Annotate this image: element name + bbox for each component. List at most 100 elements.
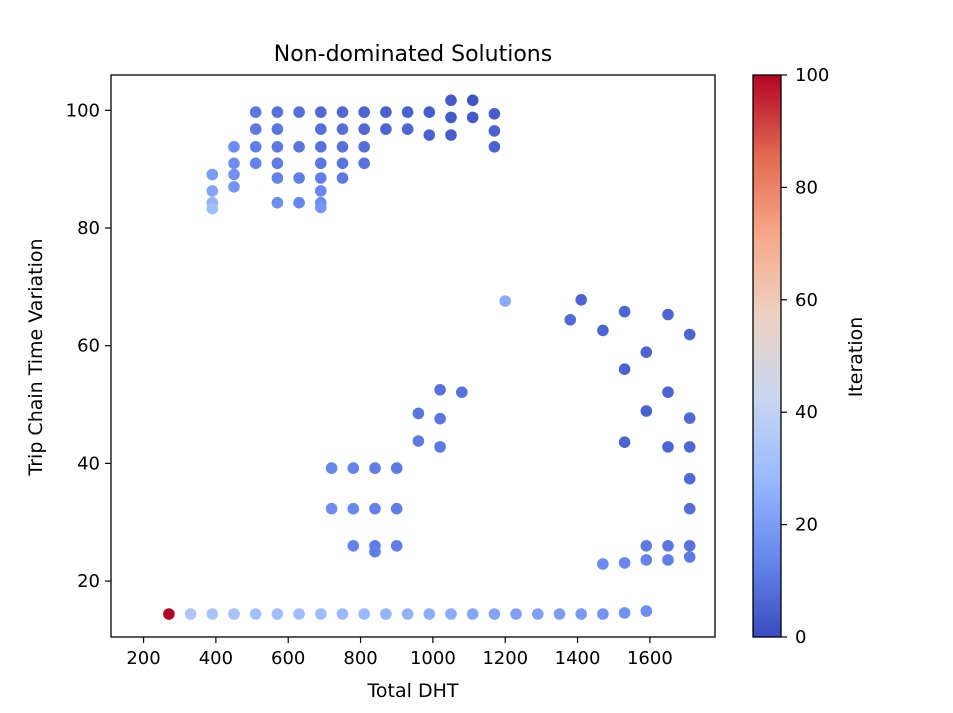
data-point: [271, 608, 284, 620]
data-point: [325, 462, 338, 474]
data-point: [206, 185, 219, 197]
colorbar-tick-label: 20: [795, 515, 818, 536]
data-point: [228, 608, 240, 620]
data-point: [466, 608, 479, 620]
data-point: [336, 157, 349, 170]
data-point: [618, 363, 631, 376]
data-point: [618, 436, 631, 449]
data-point: [228, 157, 240, 170]
data-point: [249, 608, 262, 620]
data-point: [336, 141, 349, 153]
data-point: [271, 157, 284, 170]
data-point: [228, 181, 240, 193]
data-point: [336, 123, 349, 135]
data-point: [445, 129, 457, 141]
data-point: [423, 106, 436, 118]
x-tick-label: 1400: [555, 648, 601, 669]
x-tick-label: 1000: [410, 648, 456, 669]
y-tick-label: 20: [77, 571, 100, 592]
colorbar: [752, 74, 782, 638]
data-point: [597, 558, 609, 570]
x-axis-label: Total DHT: [367, 680, 459, 702]
data-point: [347, 540, 360, 552]
data-point: [434, 441, 446, 453]
colorbar-ticks: 0 20 40 60 80 100: [781, 65, 829, 648]
data-point: [532, 608, 544, 620]
data-point: [249, 157, 262, 170]
data-point: [358, 123, 371, 135]
x-tick-label: 1200: [482, 648, 528, 669]
data-point: [434, 412, 446, 425]
y-axis-label: Trip Chain Time Variation: [25, 238, 47, 476]
data-point: [369, 502, 381, 515]
y-ticks: 20 40 60 80 100: [66, 100, 111, 592]
data-point: [315, 172, 327, 184]
x-tick-label: 400: [199, 648, 233, 669]
data-point: [618, 607, 631, 619]
data-point: [369, 545, 381, 558]
data-point: [662, 540, 674, 552]
data-point: [683, 540, 696, 552]
data-point: [662, 554, 674, 566]
points-layer: [163, 94, 696, 620]
colorbar-tick-label: 80: [795, 177, 818, 198]
data-point: [315, 201, 327, 214]
data-point: [358, 157, 371, 170]
data-point: [390, 502, 403, 515]
x-ticks: 200 400 600 800 1000 1200 1400 1600: [126, 637, 673, 669]
data-point: [271, 141, 284, 153]
data-point: [662, 386, 674, 399]
colorbar-tick-label: 60: [795, 290, 818, 311]
data-point: [683, 412, 696, 424]
data-point: [445, 94, 457, 107]
y-tick-label: 80: [77, 218, 100, 239]
data-point: [445, 111, 457, 124]
x-tick-label: 800: [343, 648, 377, 669]
data-point: [293, 608, 305, 620]
y-tick-label: 60: [77, 336, 100, 357]
data-point: [499, 295, 512, 307]
data-point: [401, 123, 414, 135]
data-point: [315, 185, 327, 197]
data-point: [597, 608, 609, 620]
x-tick-label: 200: [126, 648, 160, 669]
data-point: [369, 462, 381, 474]
data-point: [206, 168, 219, 181]
data-point: [640, 405, 653, 417]
data-point: [163, 608, 175, 620]
data-point: [510, 608, 522, 620]
data-point: [597, 324, 609, 337]
data-point: [553, 608, 566, 620]
data-point: [315, 123, 327, 135]
data-point: [466, 94, 479, 107]
data-point: [271, 172, 284, 184]
data-point: [315, 157, 327, 170]
colorbar-tick-label: 40: [795, 402, 818, 423]
data-point: [412, 435, 425, 447]
data-point: [390, 462, 403, 474]
data-point: [423, 608, 436, 620]
data-point: [380, 106, 392, 118]
data-point: [683, 441, 696, 453]
data-point: [390, 540, 403, 552]
data-point: [315, 141, 327, 153]
data-point: [249, 106, 262, 118]
x-tick-label: 600: [271, 648, 305, 669]
data-point: [640, 554, 653, 566]
data-point: [358, 141, 371, 153]
y-tick-label: 40: [77, 453, 100, 474]
data-point: [401, 608, 414, 620]
data-point: [206, 608, 219, 620]
data-point: [488, 141, 501, 153]
plot-frame: [110, 74, 716, 638]
data-point: [347, 462, 360, 474]
data-point: [206, 202, 219, 215]
data-point: [662, 441, 674, 453]
data-point: [271, 123, 284, 135]
data-point: [336, 172, 349, 184]
data-point: [249, 141, 262, 153]
data-point: [683, 472, 696, 485]
data-point: [228, 168, 240, 181]
data-point: [640, 346, 653, 359]
